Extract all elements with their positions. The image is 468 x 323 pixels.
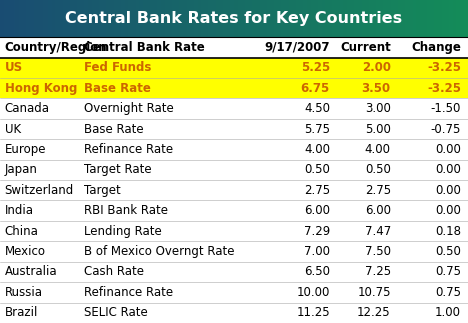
Text: Mexico: Mexico	[5, 245, 46, 258]
Bar	[0, 241, 468, 262]
Text: 2.75: 2.75	[365, 184, 391, 197]
Bar	[0, 78, 468, 99]
Text: 5.25: 5.25	[301, 61, 330, 74]
Text: Change: Change	[411, 41, 461, 54]
Text: 1.00: 1.00	[435, 306, 461, 319]
Text: 7.25: 7.25	[365, 266, 391, 278]
Text: Base Rate: Base Rate	[84, 82, 151, 95]
Bar	[0, 37, 468, 57]
Text: 2.75: 2.75	[304, 184, 330, 197]
Text: 6.00: 6.00	[365, 204, 391, 217]
Text: 4.00: 4.00	[304, 143, 330, 156]
Bar	[0, 119, 468, 139]
Bar	[0, 57, 468, 78]
Text: 10.75: 10.75	[357, 286, 391, 299]
Text: 0.50: 0.50	[304, 163, 330, 176]
Text: Cash Rate: Cash Rate	[84, 266, 144, 278]
Text: Switzerland: Switzerland	[5, 184, 74, 197]
Text: 6.75: 6.75	[301, 82, 330, 95]
Text: Lending Rate: Lending Rate	[84, 224, 162, 238]
Text: Refinance Rate: Refinance Rate	[84, 143, 173, 156]
Bar	[0, 201, 468, 221]
Text: 7.47: 7.47	[365, 224, 391, 238]
Text: Canada: Canada	[5, 102, 50, 115]
Bar	[0, 221, 468, 241]
Text: 4.00: 4.00	[365, 143, 391, 156]
Text: UK: UK	[5, 122, 21, 136]
Text: SELIC Rate: SELIC Rate	[84, 306, 148, 319]
Text: 0.00: 0.00	[435, 204, 461, 217]
Bar	[0, 99, 468, 119]
Text: Central Bank Rate: Central Bank Rate	[84, 41, 205, 54]
Text: Australia: Australia	[5, 266, 57, 278]
Text: 12.25: 12.25	[357, 306, 391, 319]
Text: Central Bank Rates for Key Countries: Central Bank Rates for Key Countries	[66, 11, 402, 26]
Text: 0.00: 0.00	[435, 163, 461, 176]
Text: Current: Current	[340, 41, 391, 54]
Text: Overnight Rate: Overnight Rate	[84, 102, 174, 115]
Text: 7.29: 7.29	[304, 224, 330, 238]
Text: Base Rate: Base Rate	[84, 122, 144, 136]
Text: 0.18: 0.18	[435, 224, 461, 238]
Text: -0.75: -0.75	[431, 122, 461, 136]
Text: 6.50: 6.50	[304, 266, 330, 278]
Text: 5.00: 5.00	[365, 122, 391, 136]
Text: Country/Region: Country/Region	[5, 41, 107, 54]
Text: 3.00: 3.00	[365, 102, 391, 115]
Text: -1.50: -1.50	[431, 102, 461, 115]
Text: 2.00: 2.00	[362, 61, 391, 74]
Text: Refinance Rate: Refinance Rate	[84, 286, 173, 299]
Text: 0.50: 0.50	[435, 245, 461, 258]
Text: Europe: Europe	[5, 143, 46, 156]
Text: -3.25: -3.25	[427, 82, 461, 95]
Bar	[0, 303, 468, 323]
Text: -3.25: -3.25	[427, 61, 461, 74]
Text: Target Rate: Target Rate	[84, 163, 152, 176]
Text: Japan: Japan	[5, 163, 37, 176]
Text: 0.75: 0.75	[435, 286, 461, 299]
Text: 5.75: 5.75	[304, 122, 330, 136]
Text: 7.50: 7.50	[365, 245, 391, 258]
Bar	[0, 160, 468, 180]
Text: 4.50: 4.50	[304, 102, 330, 115]
Text: Target: Target	[84, 184, 121, 197]
Text: China: China	[5, 224, 38, 238]
Text: B of Mexico Overngt Rate: B of Mexico Overngt Rate	[84, 245, 235, 258]
Text: 0.75: 0.75	[435, 266, 461, 278]
Text: 7.00: 7.00	[304, 245, 330, 258]
Text: Fed Funds: Fed Funds	[84, 61, 152, 74]
Text: 6.00: 6.00	[304, 204, 330, 217]
Text: RBI Bank Rate: RBI Bank Rate	[84, 204, 168, 217]
Text: 10.00: 10.00	[297, 286, 330, 299]
Text: Russia: Russia	[5, 286, 43, 299]
Text: 0.00: 0.00	[435, 143, 461, 156]
Text: 0.00: 0.00	[435, 184, 461, 197]
Bar	[0, 139, 468, 160]
Bar	[0, 262, 468, 282]
Bar	[0, 180, 468, 201]
Text: 0.50: 0.50	[365, 163, 391, 176]
Text: 11.25: 11.25	[296, 306, 330, 319]
Text: India: India	[5, 204, 34, 217]
Text: Hong Kong: Hong Kong	[5, 82, 77, 95]
Text: Brazil: Brazil	[5, 306, 38, 319]
Text: 9/17/2007: 9/17/2007	[264, 41, 330, 54]
Text: 3.50: 3.50	[362, 82, 391, 95]
Bar	[0, 282, 468, 303]
Text: US: US	[5, 61, 23, 74]
